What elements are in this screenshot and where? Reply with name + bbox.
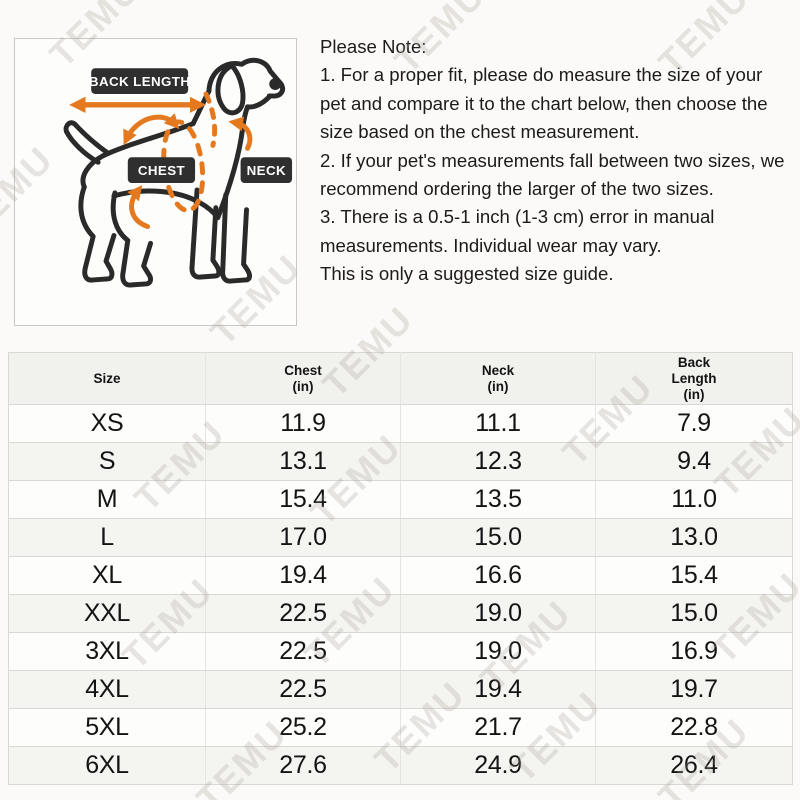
chest-cell: 22.5 <box>205 632 401 671</box>
col-header-size: Size <box>8 352 206 405</box>
neck-cell: 24.9 <box>400 746 596 785</box>
back-length-label: BACK LENGTH <box>89 68 190 94</box>
chest-cell: 27.6 <box>205 746 401 785</box>
dog-skull <box>206 57 286 99</box>
neck-cell: 21.7 <box>400 708 596 747</box>
chest-label: CHEST <box>127 157 196 183</box>
table-row: XL 19.4 16.6 15.4 <box>8 556 793 595</box>
table-row: L 17.0 15.0 13.0 <box>8 518 793 557</box>
back-length-cell: 11.0 <box>595 480 793 519</box>
back-length-cell: 9.4 <box>595 442 793 481</box>
back-length-cell: 19.7 <box>595 670 793 709</box>
chest-cell: 19.4 <box>205 556 401 595</box>
neck-arrow <box>228 116 253 151</box>
col-header-neck: Neck (in) <box>400 352 596 405</box>
col-header-chest: Chest (in) <box>205 352 401 405</box>
size-chart-header: Size Chest (in) Neck (in) Back Length (i… <box>8 352 793 405</box>
back-length-cell: 22.8 <box>595 708 793 747</box>
back-length-label-text: BACK LENGTH <box>89 74 190 89</box>
size-cell: 5XL <box>8 708 206 747</box>
chest-cell: 13.1 <box>205 442 401 481</box>
table-row: XS 11.9 11.1 7.9 <box>8 404 793 443</box>
neck-cell: 16.6 <box>400 556 596 595</box>
note-heading: Please Note: <box>320 36 427 57</box>
neck-cell: 12.3 <box>400 442 596 481</box>
back-length-cell: 13.0 <box>595 518 793 557</box>
table-row: 6XL 27.6 24.9 26.4 <box>8 746 793 785</box>
neck-cell: 19.4 <box>400 670 596 709</box>
dog-front-leg-far <box>189 187 222 280</box>
chest-cell: 22.5 <box>205 594 401 633</box>
dog-tail <box>63 120 111 165</box>
dog-measurement-diagram: BACK LENGTH CHEST NECK <box>14 38 297 326</box>
neck-cell: 15.0 <box>400 518 596 557</box>
neck-cell: 13.5 <box>400 480 596 519</box>
size-cell: 3XL <box>8 632 206 671</box>
chest-cell: 25.2 <box>205 708 401 747</box>
dog-line-art: BACK LENGTH CHEST NECK <box>63 57 293 288</box>
size-chart-table: Size Chest (in) Neck (in) Back Length (i… <box>8 352 793 785</box>
back-length-cell: 15.0 <box>595 594 793 633</box>
note-paragraph: 3. There is a 0.5-1 inch (1-3 cm) error … <box>320 206 715 256</box>
dog-chest-line <box>215 126 246 221</box>
table-row: 3XL 22.5 19.0 16.9 <box>8 632 793 671</box>
table-row: 4XL 22.5 19.4 19.7 <box>8 670 793 709</box>
neck-cell: 11.1 <box>400 404 596 443</box>
note-paragraph: 1. For a proper fit, please do measure t… <box>320 64 768 143</box>
dog-nose <box>269 78 282 90</box>
col-header-back-length: Back Length (in) <box>595 352 793 405</box>
neck-measure-dashed <box>203 91 218 148</box>
size-cell: L <box>8 518 206 557</box>
please-note-block: Please Note: 1. For a proper fit, please… <box>320 33 792 289</box>
dog-rear-leg-far <box>78 184 117 283</box>
chest-cell: 11.9 <box>205 404 401 443</box>
note-paragraph: 2. If your pet's measurements fall betwe… <box>320 149 785 200</box>
chest-cell: 15.4 <box>205 480 401 519</box>
dog-rear-leg-near <box>110 190 154 288</box>
table-row: S 13.1 12.3 9.4 <box>8 442 793 481</box>
note-paragraph: This is only a suggested size guide. <box>320 263 614 285</box>
size-cell: 4XL <box>8 670 206 709</box>
chest-arrow-bottom <box>127 185 151 229</box>
neck-cell: 19.0 <box>400 632 596 671</box>
table-row: 5XL 25.2 21.7 22.8 <box>8 708 793 747</box>
chest-cell: 17.0 <box>205 518 401 557</box>
dog-front-leg-near <box>220 192 252 284</box>
size-cell: S <box>8 442 206 481</box>
header-row: Size Chest (in) Neck (in) Back Length (i… <box>8 352 793 405</box>
back-length-cell: 15.4 <box>595 556 793 595</box>
chest-label-text: CHEST <box>138 163 185 178</box>
size-chart-body: XS 11.9 11.1 7.9 S 13.1 12.3 9.4 M 15.4 … <box>8 404 793 785</box>
back-length-cell: 16.9 <box>595 632 793 671</box>
size-cell: XXL <box>8 594 206 633</box>
table-row: M 15.4 13.5 11.0 <box>8 480 793 519</box>
chest-cell: 22.5 <box>205 670 401 709</box>
size-cell: XS <box>8 404 206 443</box>
neck-label-text: NECK <box>247 163 286 178</box>
size-cell: 6XL <box>8 746 206 785</box>
table-row: XXL 22.5 19.0 15.0 <box>8 594 793 633</box>
size-cell: XL <box>8 556 206 595</box>
chest-arrow-top <box>123 113 180 146</box>
neck-label: NECK <box>240 157 293 183</box>
neck-cell: 19.0 <box>400 594 596 633</box>
dog-ear <box>215 64 246 116</box>
dog-jaw <box>240 94 272 132</box>
size-cell: M <box>8 480 206 519</box>
back-length-cell: 26.4 <box>595 746 793 785</box>
back-length-cell: 7.9 <box>595 404 793 443</box>
